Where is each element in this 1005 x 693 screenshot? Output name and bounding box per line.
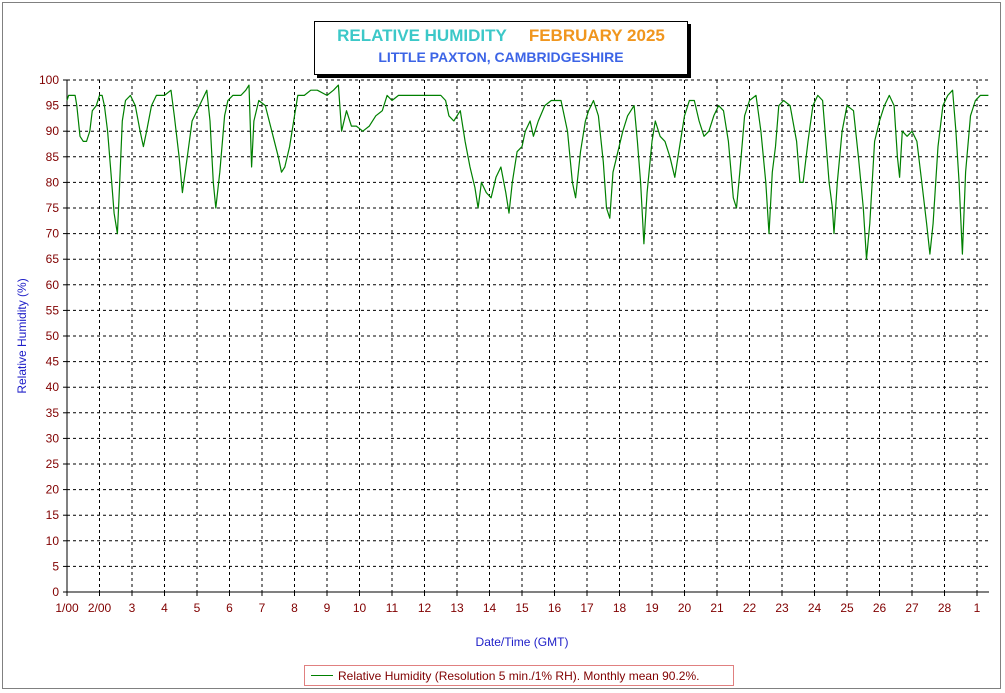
x-tick-label: 19 <box>645 601 659 615</box>
x-tick-label: 21 <box>710 601 724 615</box>
x-tick-label: 3 <box>129 601 136 615</box>
x-tick-label: 4 <box>161 601 168 615</box>
y-tick-label: 85 <box>46 150 60 164</box>
x-tick-label: 26 <box>873 601 887 615</box>
x-tick-label: 13 <box>450 601 464 615</box>
y-tick-label: 30 <box>46 431 60 445</box>
x-tick-label: 7 <box>259 601 266 615</box>
chart-title-box: RELATIVE HUMIDITY FEBRUARY 2025 LITTLE PA… <box>314 21 688 75</box>
legend-swatch <box>311 675 333 676</box>
y-tick-label: 70 <box>46 227 60 241</box>
axes <box>63 79 989 596</box>
x-tick-label: 27 <box>905 601 919 615</box>
series-layer <box>66 84 989 260</box>
y-tick-label: 50 <box>46 329 60 343</box>
x-tick-label: 2/00 <box>88 601 112 615</box>
x-tick-label: 14 <box>483 601 497 615</box>
y-tick-label: 90 <box>46 124 60 138</box>
chart-subtitle: LITTLE PAXTON, CAMBRIDGESHIRE <box>378 49 624 65</box>
y-tick-label: 25 <box>46 457 60 471</box>
y-tick-label: 95 <box>46 99 60 113</box>
y-tick-label: 75 <box>46 201 60 215</box>
x-tick-label: 1/00 <box>55 601 79 615</box>
x-tick-label: 10 <box>353 601 367 615</box>
y-tick-label: 100 <box>39 73 59 87</box>
x-tick-label: 22 <box>743 601 757 615</box>
x-tick-label: 5 <box>194 601 201 615</box>
y-axis-title: Relative Humidity (%) <box>15 278 29 393</box>
legend: Relative Humidity (Resolution 5 min./1% … <box>304 665 734 686</box>
y-tick-label: 55 <box>46 303 60 317</box>
x-tick-label: 9 <box>324 601 331 615</box>
y-tick-label: 60 <box>46 278 60 292</box>
x-axis-title: Date/Time (GMT) <box>476 635 569 649</box>
y-tick-label: 80 <box>46 175 60 189</box>
tick-labels: 0510152025303540455055606570758085909510… <box>39 73 981 615</box>
x-tick-label: 6 <box>226 601 233 615</box>
y-tick-label: 45 <box>46 355 60 369</box>
x-tick-label: 18 <box>613 601 627 615</box>
x-tick-label: 8 <box>291 601 298 615</box>
y-tick-label: 15 <box>46 508 60 522</box>
x-tick-label: 23 <box>775 601 789 615</box>
x-tick-label: 28 <box>938 601 952 615</box>
chart-title-month: FEBRUARY 2025 <box>528 26 665 45</box>
y-tick-label: 40 <box>46 380 60 394</box>
y-tick-label: 0 <box>52 585 59 599</box>
grid-lines <box>67 79 989 592</box>
x-tick-label: 15 <box>515 601 529 615</box>
y-tick-label: 35 <box>46 406 60 420</box>
x-tick-label: 17 <box>580 601 594 615</box>
x-tick-label: 16 <box>548 601 562 615</box>
chart-title: RELATIVE HUMIDITY <box>337 26 507 45</box>
x-tick-label: 24 <box>808 601 822 615</box>
x-tick-label: 20 <box>678 601 692 615</box>
x-tick-label: 1 <box>974 601 981 615</box>
x-tick-label: 11 <box>386 601 399 615</box>
y-tick-label: 5 <box>52 559 59 573</box>
chart-title-line: RELATIVE HUMIDITY FEBRUARY 2025 <box>315 26 687 46</box>
legend-label: Relative Humidity (Resolution 5 min./1% … <box>338 669 700 683</box>
series-line-humidity <box>66 84 989 260</box>
y-tick-label: 65 <box>46 252 60 266</box>
x-tick-label: 25 <box>840 601 854 615</box>
y-tick-label: 20 <box>46 483 60 497</box>
y-tick-label: 10 <box>46 534 60 548</box>
x-tick-label: 12 <box>418 601 432 615</box>
